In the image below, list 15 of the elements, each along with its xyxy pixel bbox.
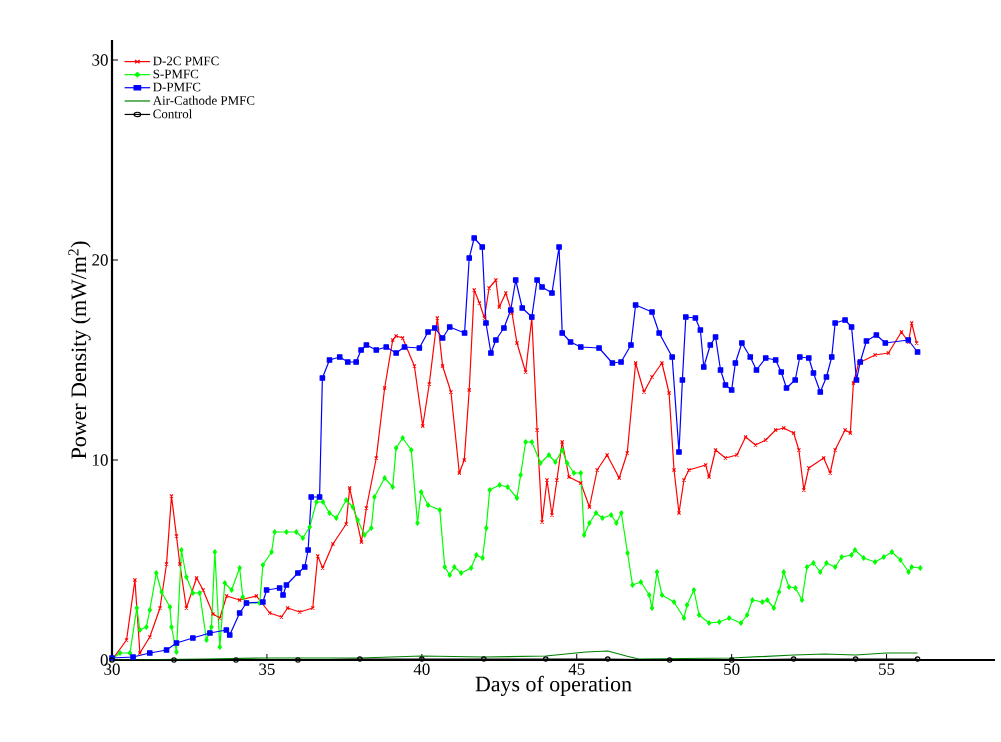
y-tick-label: 30 <box>92 54 108 66</box>
x-tick-label: 35 <box>259 663 275 675</box>
x-tick-label: 45 <box>568 663 585 675</box>
x-tick-label: 55 <box>879 663 895 675</box>
legend-label: S-PMFC <box>153 69 199 79</box>
legend-label: Air-Cathode PMFC <box>152 95 255 105</box>
legend-label: D-PMFC <box>153 82 201 92</box>
y-tick-label: 10 <box>93 454 108 466</box>
legend-label: D-2C PMFC <box>153 56 219 66</box>
x-axis-title: Days of operation <box>475 675 632 696</box>
y-axis-title: Power Density (mW/m$^{2}$) <box>68 241 91 459</box>
legend-label: Control <box>153 109 193 119</box>
x-tick-label: 40 <box>413 663 430 675</box>
x-tick-label: 50 <box>724 663 740 675</box>
y-tick-label: 20 <box>92 254 108 266</box>
